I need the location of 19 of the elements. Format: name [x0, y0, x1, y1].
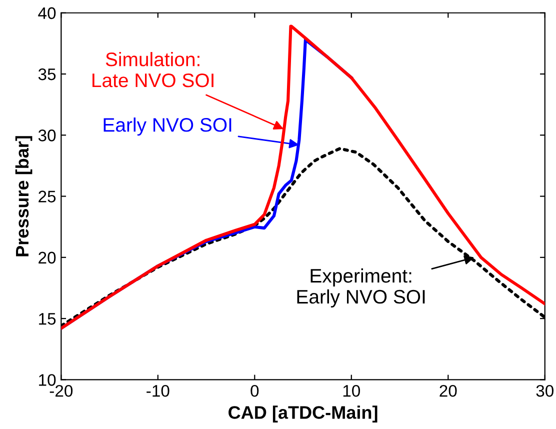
- y-tick-label: 10: [39, 374, 56, 386]
- x-tick-label: 10: [343, 384, 360, 397]
- x-axis-title: CAD [aTDC-Main]: [228, 406, 378, 422]
- annotation: Simulation: Late NVO SOI: [92, 52, 214, 88]
- line-series: [61, 24, 545, 330]
- annotation: Experiment: Early NVO SOI: [297, 268, 425, 308]
- annotation: Early NVO SOI: [104, 118, 232, 136]
- y-tick-label: 25: [38, 190, 56, 202]
- x-tick-label: -10: [146, 384, 170, 397]
- x-tick-label: 0: [250, 384, 259, 397]
- x-tick-label: 20: [440, 384, 457, 397]
- y-tick-label: 40: [38, 7, 56, 20]
- y-tick-label: 35: [38, 68, 56, 80]
- y-tick-label: 30: [38, 130, 56, 142]
- y-axis-title: Pressure [bar]: [15, 136, 32, 256]
- x-tick-label: 30: [536, 384, 554, 397]
- x-tick-label: -20: [50, 384, 73, 397]
- y-tick-label: 20: [38, 252, 56, 264]
- y-tick-label: 15: [39, 313, 56, 325]
